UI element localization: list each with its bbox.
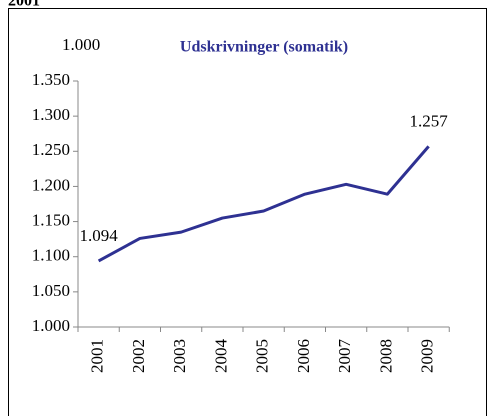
x-tick-label: 2006 bbox=[294, 339, 313, 373]
y-tick-label: 1.150 bbox=[32, 210, 70, 229]
chart-title: Udskrivninger (somatik) bbox=[180, 39, 348, 56]
y-tick-label: 1.200 bbox=[32, 175, 70, 194]
data-label: 1.257 bbox=[410, 111, 449, 130]
x-tick-label: 2005 bbox=[253, 339, 272, 373]
x-tick-label: 2004 bbox=[211, 339, 230, 374]
y-label: 1.000 bbox=[62, 35, 100, 54]
x-tick-label: 2001 bbox=[88, 339, 107, 373]
x-tick-label: 2009 bbox=[418, 339, 437, 373]
y-tick-label: 1.350 bbox=[32, 70, 70, 89]
x-tick-label: 2003 bbox=[170, 339, 189, 373]
x-tick-label: 2007 bbox=[335, 339, 354, 374]
line-series bbox=[97, 145, 430, 263]
x-tick-label: 2008 bbox=[376, 339, 395, 373]
y-tick-label: 1.050 bbox=[32, 281, 70, 300]
chart-frame bbox=[8, 8, 487, 416]
header-text: 2001 bbox=[8, 0, 40, 10]
y-tick-label: 1.000 bbox=[32, 316, 70, 335]
y-tick-label: 1.300 bbox=[32, 105, 70, 124]
data-label: 1.094 bbox=[80, 226, 119, 245]
y-tick-label: 1.100 bbox=[32, 246, 70, 265]
x-tick-label: 2002 bbox=[129, 339, 148, 373]
y-tick-label: 1.250 bbox=[32, 140, 70, 159]
